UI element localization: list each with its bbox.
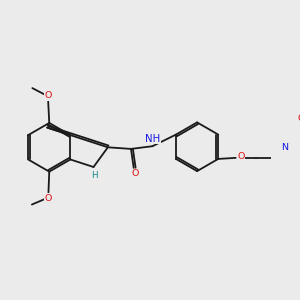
Text: O: O [238, 152, 245, 161]
Text: O: O [45, 194, 52, 203]
Text: O: O [298, 114, 300, 123]
Text: O: O [44, 91, 52, 100]
Text: H: H [91, 171, 98, 180]
Text: O: O [131, 169, 139, 178]
Text: NH: NH [146, 134, 160, 144]
Text: N: N [281, 143, 288, 152]
